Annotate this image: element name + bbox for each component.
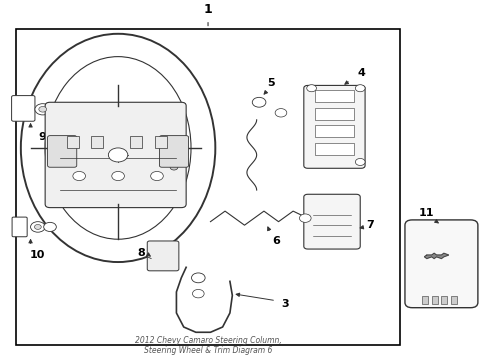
Circle shape [191, 273, 204, 283]
Polygon shape [424, 253, 448, 258]
FancyBboxPatch shape [12, 96, 35, 121]
Circle shape [306, 85, 316, 92]
Text: 1: 1 [203, 3, 212, 16]
Circle shape [192, 289, 203, 298]
Bar [154, 136, 166, 148]
FancyBboxPatch shape [45, 102, 186, 208]
FancyBboxPatch shape [147, 241, 179, 271]
FancyBboxPatch shape [159, 136, 188, 167]
Bar [450, 296, 456, 304]
Text: 7: 7 [366, 220, 373, 230]
Text: 5: 5 [267, 78, 274, 88]
Circle shape [112, 171, 124, 181]
Circle shape [150, 171, 163, 181]
Bar [421, 296, 427, 304]
Circle shape [39, 107, 46, 112]
Bar [91, 136, 103, 148]
Circle shape [35, 104, 50, 115]
Bar [431, 296, 437, 304]
Text: 11: 11 [418, 208, 434, 218]
Circle shape [108, 148, 127, 162]
Text: 2012 Chevy Camaro Steering Column,
Steering Wheel & Trim Diagram 6: 2012 Chevy Camaro Steering Column, Steer… [134, 336, 281, 355]
Bar [441, 296, 447, 304]
Circle shape [355, 85, 365, 92]
FancyBboxPatch shape [404, 220, 477, 308]
FancyBboxPatch shape [303, 194, 360, 249]
Text: 3: 3 [281, 299, 288, 309]
Text: 2: 2 [170, 199, 178, 209]
FancyBboxPatch shape [16, 28, 399, 345]
Circle shape [34, 225, 41, 229]
Bar [314, 90, 353, 102]
FancyBboxPatch shape [47, 136, 77, 167]
Circle shape [165, 161, 183, 174]
Ellipse shape [45, 57, 191, 239]
Text: 9: 9 [39, 132, 46, 142]
Text: 6: 6 [272, 236, 280, 246]
Bar [130, 136, 142, 148]
Circle shape [252, 97, 265, 107]
Circle shape [355, 158, 365, 166]
Text: 8: 8 [137, 248, 144, 258]
Ellipse shape [21, 34, 215, 262]
Circle shape [275, 109, 286, 117]
Text: 4: 4 [357, 68, 365, 78]
FancyBboxPatch shape [303, 85, 365, 168]
Bar [314, 125, 353, 138]
Bar [314, 108, 353, 120]
Text: 10: 10 [30, 250, 45, 260]
FancyBboxPatch shape [12, 217, 27, 237]
Circle shape [30, 222, 45, 232]
Bar [314, 143, 353, 155]
Circle shape [43, 222, 56, 231]
Circle shape [73, 171, 85, 181]
Circle shape [170, 165, 178, 170]
Circle shape [299, 214, 310, 222]
Circle shape [166, 178, 181, 188]
Bar [67, 136, 79, 148]
